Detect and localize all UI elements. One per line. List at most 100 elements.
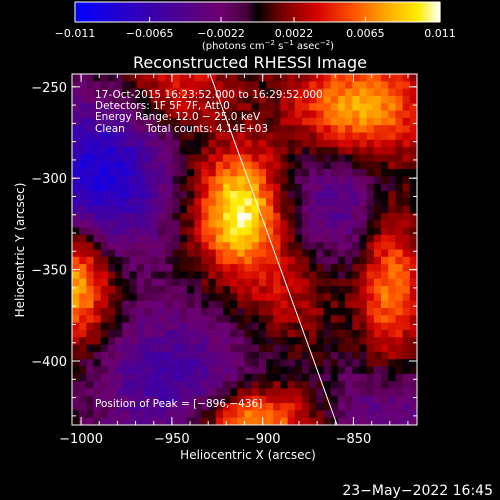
colorbar-segment bbox=[437, 2, 441, 22]
heatmap-cell bbox=[309, 366, 317, 375]
heatmap-cell bbox=[222, 103, 231, 112]
heatmap-cell bbox=[381, 271, 389, 280]
heatmap-cell bbox=[316, 286, 325, 294]
heatmap-cell bbox=[215, 139, 224, 148]
heatmap-cell bbox=[294, 366, 303, 375]
colorbar-segment bbox=[280, 2, 284, 22]
heatmap-cell bbox=[302, 95, 310, 104]
heatmap-cell bbox=[287, 154, 296, 163]
heatmap-cell bbox=[402, 381, 411, 389]
colorbar-segment bbox=[347, 2, 351, 22]
heatmap-cell bbox=[352, 147, 360, 155]
heatmap-cell bbox=[158, 264, 166, 272]
heatmap-cell bbox=[359, 110, 368, 119]
colorbar-segment bbox=[292, 2, 296, 22]
heatmap-cell bbox=[208, 366, 217, 375]
heatmap-cell bbox=[93, 117, 102, 126]
heatmap-cell bbox=[136, 234, 145, 243]
heatmap-cell bbox=[345, 293, 353, 302]
colorbar-segment bbox=[352, 2, 356, 22]
heatmap-cell bbox=[402, 278, 411, 287]
heatmap-cell bbox=[388, 81, 396, 90]
heatmap-cell bbox=[136, 242, 145, 250]
heatmap-cell bbox=[273, 373, 281, 382]
heatmap-cell bbox=[222, 344, 231, 353]
heatmap-cell bbox=[165, 381, 174, 389]
heatmap-cell bbox=[337, 169, 346, 177]
heatmap-cell bbox=[215, 117, 224, 126]
heatmap-cell bbox=[158, 337, 166, 346]
heatmap-cell bbox=[187, 88, 195, 97]
heatmap-cell bbox=[222, 125, 231, 133]
heatmap-cell bbox=[187, 220, 195, 229]
heatmap-cell bbox=[366, 88, 375, 97]
colorbar-segment bbox=[250, 2, 254, 22]
heatmap-cell bbox=[251, 300, 260, 309]
heatmap-cell bbox=[230, 388, 238, 397]
heatmap-cell bbox=[194, 95, 202, 104]
heatmap-cell bbox=[244, 234, 253, 243]
heatmap-cell bbox=[266, 403, 274, 411]
heatmap-cell bbox=[194, 176, 202, 185]
heatmap-cell bbox=[409, 161, 418, 170]
heatmap-cell bbox=[107, 359, 116, 367]
heatmap-cell bbox=[309, 88, 317, 97]
colorbar-segment bbox=[307, 2, 311, 22]
heatmap-cell bbox=[280, 293, 289, 302]
heatmap-cell bbox=[122, 308, 130, 316]
heatmap-cell bbox=[237, 147, 245, 155]
heatmap-cell bbox=[143, 110, 152, 119]
heatmap-cell bbox=[244, 256, 253, 265]
heatmap-cell bbox=[402, 205, 411, 214]
heatmap-cell bbox=[129, 139, 138, 148]
heatmap-cell bbox=[280, 366, 289, 375]
heatmap-cell bbox=[194, 132, 202, 141]
heatmap-cell bbox=[115, 351, 123, 360]
colorbar-segment bbox=[132, 2, 136, 22]
heatmap-cell bbox=[151, 410, 159, 419]
heatmap-cell bbox=[309, 308, 317, 316]
heatmap-cell bbox=[402, 139, 411, 148]
heatmap-cell bbox=[294, 322, 303, 331]
heatmap-cell bbox=[143, 139, 152, 148]
heatmap-cell bbox=[330, 95, 339, 104]
heatmap-cell bbox=[222, 198, 231, 207]
heatmap-cell bbox=[266, 220, 274, 229]
heatmap-cell bbox=[388, 256, 396, 265]
heatmap-cell bbox=[129, 154, 138, 163]
heatmap-cell bbox=[345, 264, 353, 272]
heatmap-cell bbox=[373, 322, 382, 331]
heatmap-cell bbox=[251, 278, 260, 287]
heatmap-cell bbox=[359, 293, 368, 302]
heatmap-cell bbox=[230, 256, 238, 265]
heatmap-cell bbox=[287, 117, 296, 126]
heatmap-cell bbox=[258, 125, 267, 133]
heatmap-cell bbox=[187, 132, 195, 141]
heatmap-cell bbox=[395, 359, 404, 367]
heatmap-cell bbox=[409, 395, 418, 404]
heatmap-cell bbox=[345, 191, 353, 199]
heatmap-cell bbox=[388, 417, 396, 426]
heatmap-cell bbox=[215, 322, 224, 331]
heatmap-cell bbox=[388, 74, 396, 82]
heatmap-cell bbox=[359, 351, 368, 360]
heatmap-cell bbox=[158, 308, 166, 316]
heatmap-cell bbox=[294, 110, 303, 119]
heatmap-cell bbox=[373, 256, 382, 265]
heatmap-cell bbox=[100, 81, 109, 90]
heatmap-cell bbox=[151, 81, 159, 90]
heatmap-cell bbox=[100, 132, 109, 141]
heatmap-cell bbox=[388, 176, 396, 185]
heatmap-cell bbox=[388, 373, 396, 382]
heatmap-cell bbox=[215, 417, 224, 426]
heatmap-cell bbox=[151, 110, 159, 119]
heatmap-cell bbox=[165, 293, 174, 302]
heatmap-cell bbox=[251, 344, 260, 353]
heatmap-cell bbox=[330, 103, 339, 112]
heatmap-cell bbox=[208, 417, 217, 426]
heatmap-cell bbox=[93, 205, 102, 214]
heatmap-cell bbox=[143, 381, 152, 389]
heatmap-cell bbox=[79, 191, 87, 199]
heatmap-cell bbox=[302, 337, 310, 346]
heatmap-cell bbox=[151, 315, 159, 324]
